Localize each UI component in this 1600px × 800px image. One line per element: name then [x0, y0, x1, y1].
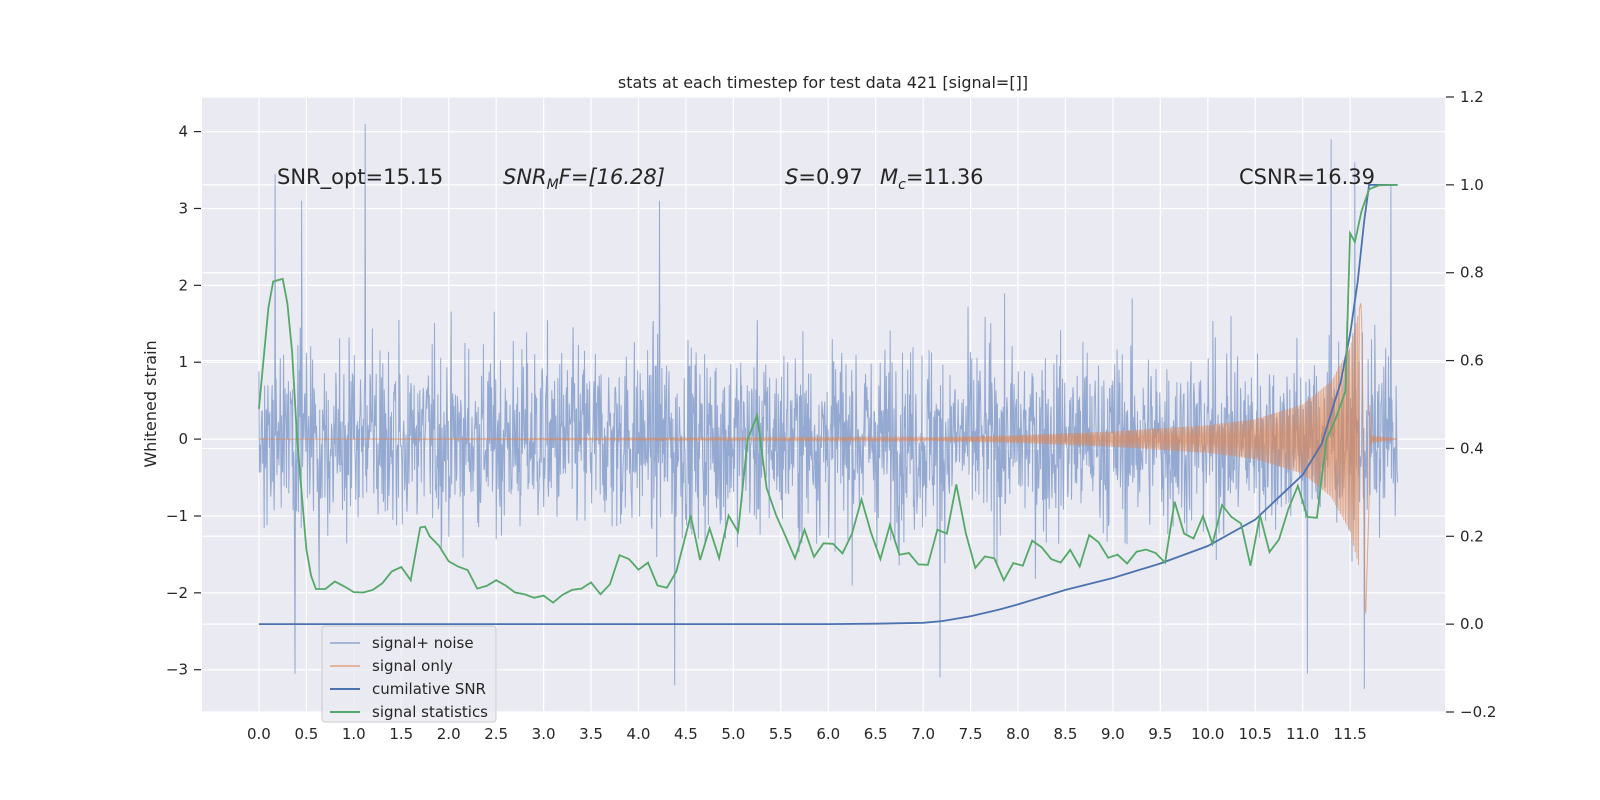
- y2-tick-label: 1.2: [1460, 88, 1484, 106]
- y2-tick-label: 0.2: [1460, 527, 1484, 545]
- y2-tick-label: 0.0: [1460, 615, 1484, 633]
- annotation-snr-mf: SNRMF=[16.28]: [503, 165, 665, 193]
- x-tick-label: 2.5: [484, 725, 508, 743]
- x-tick-label: 9.0: [1101, 725, 1125, 743]
- x-tick-label: 6.5: [864, 725, 888, 743]
- y-tick-label: 4: [178, 123, 188, 141]
- y-tick-label: 0: [178, 430, 188, 448]
- x-tick-label: 1.5: [389, 725, 413, 743]
- series-line-signal-statistics: [258, 184, 1398, 604]
- x-tick-label: 7.5: [959, 725, 983, 743]
- y2-tick-label: 0.8: [1460, 264, 1484, 282]
- legend-label: signal statistics: [372, 703, 488, 721]
- x-tick-label: 0.5: [294, 725, 318, 743]
- legend-label: signal only: [372, 657, 453, 675]
- x-tick-label: 4.5: [674, 725, 698, 743]
- legend: signal+ noise signal only cumilative SNR si…: [321, 625, 497, 723]
- y2-tick-label: −0.2: [1460, 703, 1496, 721]
- legend-frame: [321, 625, 497, 723]
- x-tick-label: 3.5: [579, 725, 603, 743]
- x-tick-label: 10.0: [1191, 725, 1224, 743]
- series-line-cumulative-snr: [258, 184, 1398, 625]
- x-tick-label: 6.0: [816, 725, 840, 743]
- y-tick-label: −1: [166, 507, 188, 525]
- x-tick-label: 11.0: [1286, 725, 1319, 743]
- x-tick-label: 0.0: [247, 725, 271, 743]
- x-tick-label: 3.0: [532, 725, 556, 743]
- annotation-csnr: CSNR=16.39: [1239, 165, 1375, 189]
- series-line-signal-noise: [258, 123, 1399, 689]
- x-tick-label: 11.5: [1333, 725, 1366, 743]
- x-tick-label: 9.5: [1148, 725, 1172, 743]
- y2-tick-label: 1.0: [1460, 176, 1484, 194]
- annotation-mc: Mc=11.36: [880, 165, 984, 193]
- series-line-signal-only: [258, 302, 1398, 614]
- x-tick-label: 8.0: [1006, 725, 1030, 743]
- y-axis-label: Whitened strain: [141, 340, 160, 467]
- legend-label: cumilative SNR: [372, 680, 486, 698]
- x-tick-label: 4.0: [627, 725, 651, 743]
- x-tick-label: 7.0: [911, 725, 935, 743]
- x-tick-label: 1.0: [342, 725, 366, 743]
- x-tick-label: 10.5: [1239, 725, 1272, 743]
- series-layer: [258, 123, 1399, 689]
- x-tick-label: 5.5: [769, 725, 793, 743]
- y-tick-label: 1: [178, 353, 188, 371]
- axes-layer: 0.0 0.5 1.0 1.5 2.0 2.5 3.0 3.5 4.0 4.5 5.0 5.5 6.0 6…: [166, 88, 1497, 743]
- y-tick-label: 2: [178, 276, 188, 294]
- y2-tick-label: 0.4: [1460, 439, 1484, 457]
- chart-title: stats at each timestep for test data 421…: [618, 73, 1028, 92]
- y-tick-label: 3: [178, 199, 188, 217]
- y2-tick-label: 0.6: [1460, 352, 1484, 370]
- annotation-s: S=0.97: [785, 165, 863, 189]
- y-tick-label: −3: [166, 661, 188, 679]
- x-tick-label: 8.5: [1054, 725, 1078, 743]
- y-tick-label: −2: [166, 584, 188, 602]
- legend-label: signal+ noise: [372, 634, 474, 652]
- annotation-snr-opt: SNR_opt=15.15: [277, 165, 443, 190]
- x-tick-label: 2.0: [437, 725, 461, 743]
- x-tick-label: 5.0: [721, 725, 745, 743]
